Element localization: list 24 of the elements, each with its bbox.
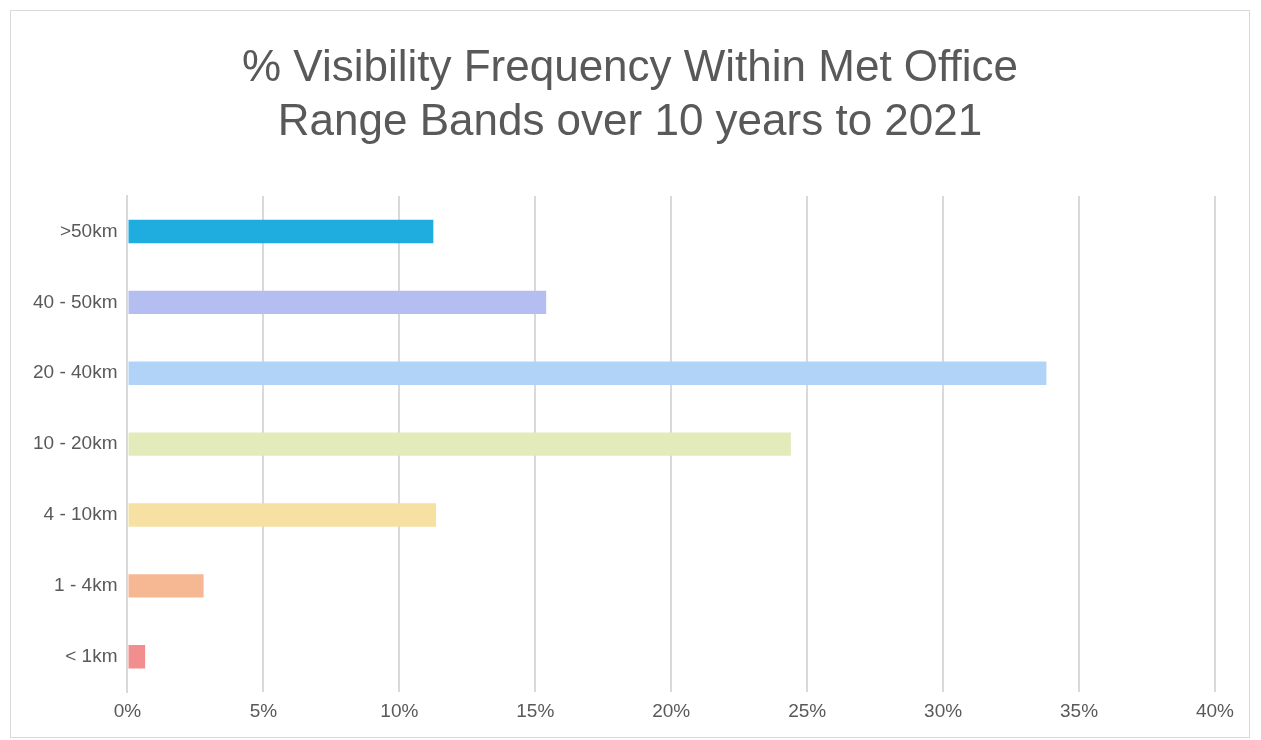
x-tick-label: 30% [924,699,963,721]
chart-title: % Visibility Frequency Within Met Office Range Bands over 10 years to 2021 [241,40,1019,146]
bar [128,361,1047,385]
x-tick-label: 0% [113,699,142,721]
bar [128,219,434,244]
bar [128,574,204,598]
bar [128,432,791,456]
y-tick-label: < 1km [65,644,118,666]
x-tick-label: 40% [1195,699,1235,721]
x-tick-label: 25% [788,699,827,721]
x-tick-label: 10% [380,699,419,721]
bar [128,645,146,669]
y-tick-label: 40 - 50km [33,290,118,312]
y-tick-label: >50km [59,219,118,241]
y-tick-label: 20 - 40km [33,361,118,383]
y-tick-label: 4 - 10km [43,503,118,525]
x-tick-label: 35% [1060,699,1099,721]
y-tick-label: 1 - 4km [54,574,118,596]
x-tick-label: 20% [652,699,691,721]
y-tick-label: 10 - 20km [33,432,118,454]
x-tick-label: 5% [249,699,278,721]
x-tick-label: 15% [516,699,555,721]
bar [128,503,437,527]
bar [128,290,547,315]
